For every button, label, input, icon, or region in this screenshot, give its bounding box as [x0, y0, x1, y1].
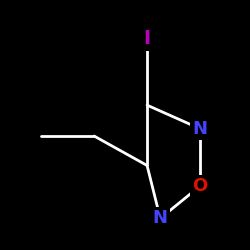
Text: N: N	[192, 120, 208, 138]
Text: N: N	[153, 210, 168, 228]
Text: I: I	[144, 30, 150, 48]
Text: O: O	[192, 177, 208, 195]
